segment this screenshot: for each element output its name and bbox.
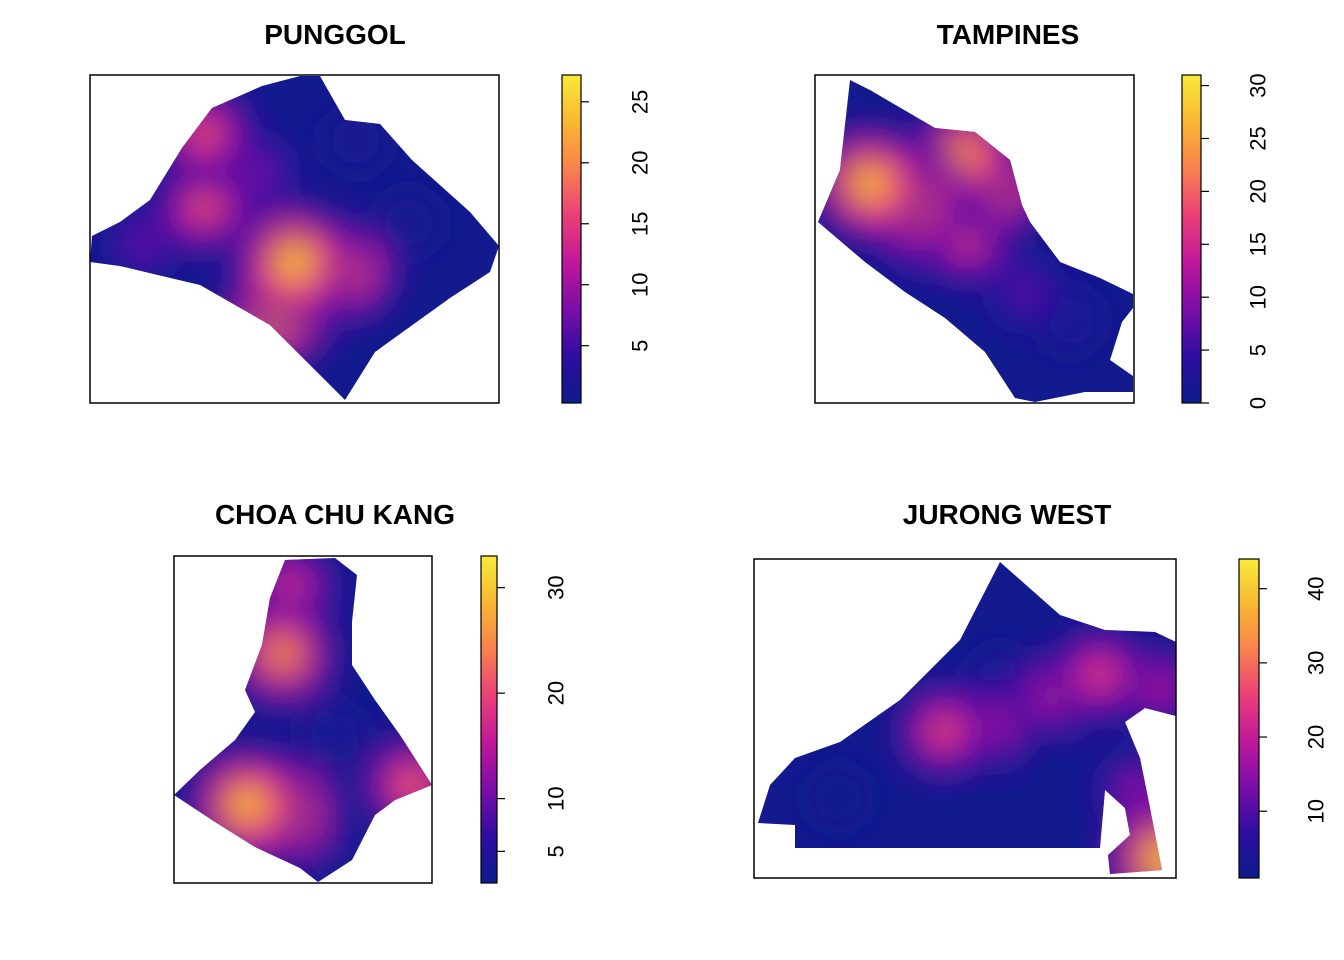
density-hotspot bbox=[316, 101, 395, 180]
density-hotspot bbox=[800, 760, 877, 837]
colorbar-tick-label: 15 bbox=[1246, 232, 1271, 256]
colorbar-tick-label: 20 bbox=[1304, 725, 1329, 749]
colorbar-tick-label: 10 bbox=[628, 272, 653, 296]
colorbar-tick-label: 10 bbox=[1304, 799, 1329, 823]
density-hotspot bbox=[349, 722, 432, 848]
colorbar-tick-label: 30 bbox=[1246, 73, 1271, 97]
density-surface-jurong-west bbox=[758, 562, 1176, 874]
panel-title-choa-chu-kang: CHOA CHU KANG bbox=[215, 499, 455, 530]
plot-frame bbox=[814, 74, 1135, 404]
density-hotspot bbox=[222, 190, 367, 334]
density-hotspot bbox=[818, 112, 941, 255]
colorbar-tick-label: 20 bbox=[544, 681, 569, 705]
colorbar-tick-label: 30 bbox=[544, 575, 569, 599]
density-hotspot bbox=[144, 76, 265, 195]
panel-jurong-west: 10 20 30 40 bbox=[753, 558, 1329, 879]
colorbar bbox=[561, 74, 582, 404]
panel-tampines: 0 5 10 15 20 25 30 bbox=[814, 73, 1271, 409]
colorbar-tick-label: 5 bbox=[544, 845, 569, 857]
density-hotspot bbox=[215, 587, 349, 721]
plot-frame bbox=[173, 555, 433, 884]
panel-title-tampines: TAMPINES bbox=[937, 19, 1080, 50]
density-surface-choa-chu-kang bbox=[174, 558, 432, 882]
colorbar-tick-label: 15 bbox=[628, 212, 653, 236]
density-hotspot bbox=[1041, 615, 1159, 733]
colorbar-tick-label: 40 bbox=[1304, 576, 1329, 600]
colorbar-tick-label: 10 bbox=[544, 786, 569, 810]
colorbar-tick-label: 20 bbox=[628, 151, 653, 175]
colorbar-tick-label: 20 bbox=[1246, 179, 1271, 203]
plot-frame bbox=[89, 74, 500, 404]
colorbar bbox=[1181, 74, 1202, 404]
colorbar bbox=[1238, 558, 1260, 879]
density-surface-punggol bbox=[90, 76, 499, 400]
colorbar-tick-label: 25 bbox=[628, 90, 653, 114]
colorbar bbox=[480, 555, 498, 884]
colorbar-tick-label: 5 bbox=[1246, 344, 1271, 356]
panel-title-jurong-west: JURONG WEST bbox=[903, 499, 1111, 530]
colorbar-tick-label: 30 bbox=[1304, 651, 1329, 675]
density-hotspot bbox=[1091, 786, 1176, 874]
density-hotspot bbox=[175, 733, 318, 876]
density-surface-tampines bbox=[818, 80, 1133, 402]
colorbar-tick-label: 10 bbox=[1246, 285, 1271, 309]
panel-choa-chu-kang: 5 10 20 30 bbox=[173, 555, 569, 884]
density-hotspot bbox=[884, 671, 1004, 791]
colorbar-tick-label: 25 bbox=[1246, 126, 1271, 150]
panel-punggol: 5 10 15 20 25 bbox=[89, 74, 653, 404]
panel-title-punggol: PUNGGOL bbox=[264, 19, 406, 50]
colorbar-tick-label: 0 bbox=[1246, 397, 1271, 409]
colorbar-tick-label: 5 bbox=[628, 340, 653, 352]
plot-frame bbox=[753, 558, 1177, 879]
